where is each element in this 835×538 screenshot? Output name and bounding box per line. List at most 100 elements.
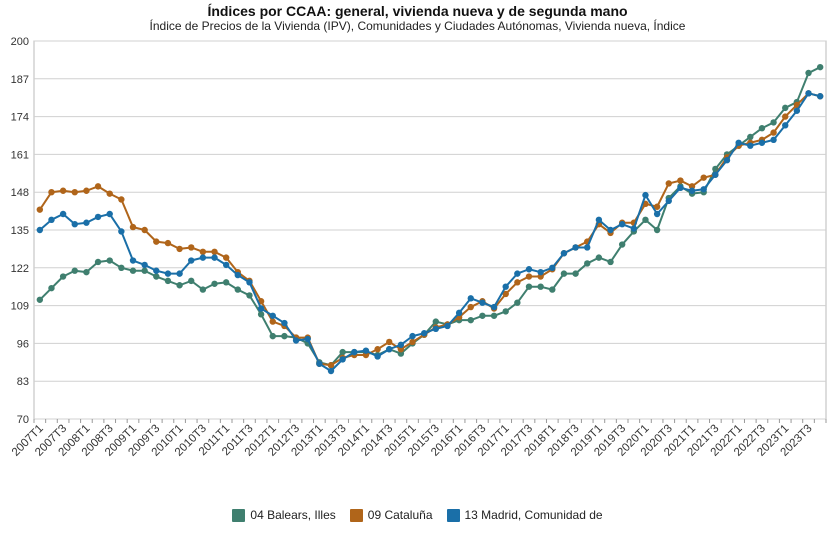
data-point[interactable]	[688, 187, 696, 194]
data-point[interactable]	[118, 264, 125, 271]
data-point[interactable]	[246, 292, 253, 299]
data-point[interactable]	[94, 213, 102, 221]
data-point[interactable]	[490, 303, 498, 311]
data-point[interactable]	[479, 299, 486, 306]
data-point[interactable]	[351, 348, 358, 356]
data-point[interactable]	[211, 280, 218, 287]
legend-item[interactable]: 13 Madrid, Comunidad de	[446, 508, 603, 522]
data-point[interactable]	[525, 273, 533, 280]
data-point[interactable]	[188, 244, 195, 251]
data-point[interactable]	[653, 210, 661, 218]
data-point[interactable]	[537, 268, 544, 276]
data-point[interactable]	[129, 223, 137, 231]
data-point[interactable]	[339, 356, 346, 363]
data-point[interactable]	[222, 261, 230, 269]
data-point[interactable]	[281, 332, 288, 340]
data-point[interactable]	[700, 186, 707, 193]
data-point[interactable]	[677, 184, 684, 192]
data-point[interactable]	[83, 187, 90, 194]
data-point[interactable]	[537, 283, 544, 290]
data-point[interactable]	[118, 196, 125, 203]
data-point[interactable]	[782, 122, 789, 129]
data-point[interactable]	[584, 260, 591, 267]
data-point[interactable]	[549, 264, 556, 271]
data-point[interactable]	[502, 290, 509, 298]
data-point[interactable]	[642, 191, 649, 199]
data-point[interactable]	[525, 266, 533, 273]
data-point[interactable]	[712, 171, 719, 178]
data-point[interactable]	[164, 270, 172, 277]
data-point[interactable]	[700, 174, 707, 181]
data-point[interactable]	[339, 348, 346, 356]
data-point[interactable]	[490, 312, 498, 319]
data-point[interactable]	[386, 338, 393, 346]
data-point[interactable]	[129, 257, 137, 264]
data-point[interactable]	[48, 189, 55, 196]
data-point[interactable]	[362, 347, 370, 354]
data-point[interactable]	[665, 180, 672, 187]
data-point[interactable]	[595, 216, 603, 224]
data-point[interactable]	[36, 296, 44, 303]
data-point[interactable]	[36, 226, 44, 234]
data-point[interactable]	[607, 226, 614, 234]
data-point[interactable]	[479, 312, 486, 319]
data-point[interactable]	[36, 206, 44, 213]
data-point[interactable]	[141, 261, 148, 269]
data-point[interactable]	[770, 136, 777, 144]
data-point[interactable]	[327, 362, 335, 369]
data-point[interactable]	[502, 283, 509, 290]
data-point[interactable]	[514, 299, 521, 306]
data-point[interactable]	[234, 271, 242, 279]
data-point[interactable]	[409, 332, 416, 340]
data-point[interactable]	[304, 335, 311, 343]
data-point[interactable]	[153, 238, 160, 245]
data-point[interactable]	[83, 219, 90, 226]
data-point[interactable]	[770, 129, 777, 136]
data-point[interactable]	[502, 308, 509, 315]
data-point[interactable]	[141, 267, 148, 274]
data-point[interactable]	[677, 177, 684, 184]
data-point[interactable]	[269, 332, 276, 340]
data-point[interactable]	[793, 107, 801, 114]
data-point[interactable]	[653, 226, 661, 234]
data-point[interactable]	[94, 183, 102, 190]
data-point[interactable]	[735, 139, 742, 146]
data-point[interactable]	[199, 254, 207, 261]
data-point[interactable]	[327, 367, 335, 375]
data-point[interactable]	[222, 254, 230, 261]
data-point[interactable]	[560, 270, 568, 277]
data-point[interactable]	[59, 187, 67, 194]
data-point[interactable]	[747, 142, 754, 149]
data-point[interactable]	[455, 309, 463, 317]
data-point[interactable]	[420, 330, 428, 337]
data-point[interactable]	[129, 267, 137, 274]
data-point[interactable]	[269, 312, 276, 319]
data-point[interactable]	[723, 157, 731, 164]
data-point[interactable]	[653, 203, 661, 210]
data-point[interactable]	[584, 244, 591, 251]
data-point[interactable]	[642, 216, 649, 224]
data-point[interactable]	[176, 282, 183, 289]
data-point[interactable]	[467, 316, 474, 324]
data-point[interactable]	[211, 248, 218, 256]
data-point[interactable]	[409, 338, 416, 346]
data-point[interactable]	[246, 279, 253, 286]
data-point[interactable]	[618, 241, 626, 248]
data-point[interactable]	[397, 341, 405, 349]
data-point[interactable]	[514, 279, 521, 286]
data-point[interactable]	[292, 337, 300, 344]
data-point[interactable]	[71, 267, 78, 274]
data-point[interactable]	[816, 63, 824, 71]
data-point[interactable]	[770, 119, 777, 126]
data-point[interactable]	[257, 305, 265, 312]
data-point[interactable]	[514, 270, 521, 277]
data-point[interactable]	[816, 93, 824, 100]
data-point[interactable]	[222, 279, 230, 286]
data-point[interactable]	[234, 286, 242, 293]
data-point[interactable]	[188, 257, 195, 264]
data-point[interactable]	[549, 286, 556, 293]
data-point[interactable]	[607, 258, 614, 266]
data-point[interactable]	[176, 270, 183, 277]
data-point[interactable]	[71, 189, 78, 196]
data-point[interactable]	[758, 139, 766, 146]
